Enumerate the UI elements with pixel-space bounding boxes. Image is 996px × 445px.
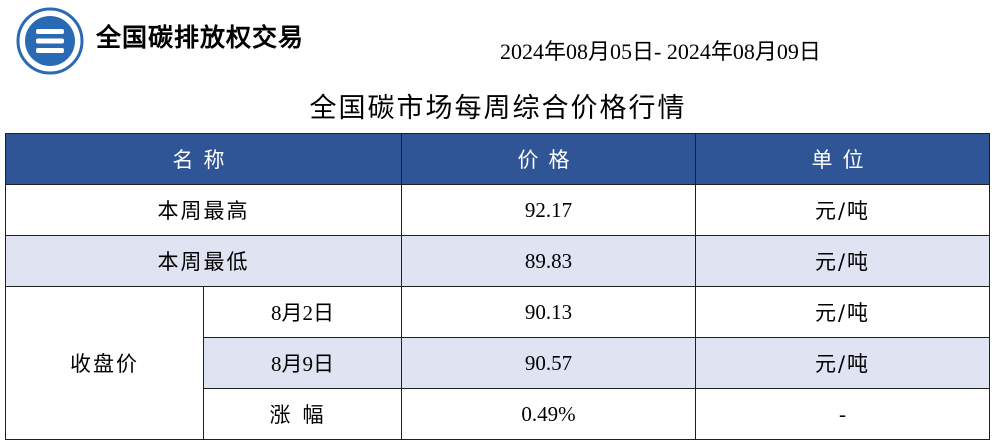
close-price-group-label: 收盘价 [5, 286, 204, 440]
row-label: 涨幅 [203, 388, 402, 440]
table-row: 8月9日 90.57 元/吨 [6, 337, 990, 389]
column-header-name: 名称 [5, 133, 402, 185]
column-header-unit: 单位 [695, 133, 990, 185]
price-value: 90.57 [401, 337, 696, 389]
carbon-exchange-logo-icon [16, 7, 84, 75]
date-range: 2024年08月05日- 2024年08月09日 [500, 39, 821, 64]
row-label: 本周最低 [5, 235, 402, 287]
row-label: 本周最高 [5, 184, 402, 236]
unit-value: 元/吨 [695, 184, 990, 236]
change-value: 0.49% [401, 388, 696, 440]
brand-name: 全国碳排放权交易 [96, 23, 305, 52]
table-row: 收盘价 8月2日 90.13 元/吨 [5, 286, 990, 440]
table-row: 本周最低 89.83 元/吨 [5, 235, 990, 287]
table-row: 本周最高 92.17 元/吨 [5, 184, 990, 236]
price-value: 89.83 [401, 235, 696, 287]
unit-value: 元/吨 [695, 235, 990, 287]
unit-value: 元/吨 [695, 337, 990, 389]
unit-value: - [695, 388, 990, 440]
column-header-price: 价格 [401, 133, 696, 185]
price-table: 名称 价格 单位 本周最高 92.17 元/吨 本周最低 89.83 元/吨 收… [5, 133, 990, 440]
table-row: 涨幅 0.49% - [6, 388, 990, 440]
unit-value: 元/吨 [695, 286, 990, 338]
price-value: 92.17 [401, 184, 696, 236]
row-label: 8月2日 [203, 286, 402, 338]
page-title: 全国碳市场每周综合价格行情 [309, 93, 687, 124]
row-label: 8月9日 [203, 337, 402, 389]
table-header-row: 名称 价格 单位 [5, 133, 990, 185]
price-value: 90.13 [401, 286, 696, 338]
